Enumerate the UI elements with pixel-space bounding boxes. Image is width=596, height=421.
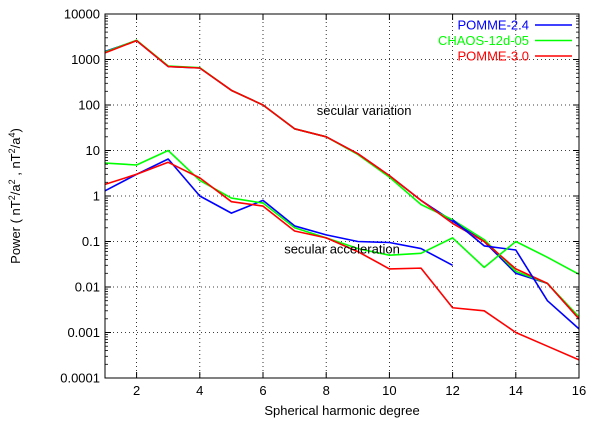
legend-label: POMME-3.0 (457, 49, 529, 64)
y-tick-label: 10000 (64, 7, 100, 22)
y-tick-label: 0.001 (67, 325, 100, 340)
x-tick-label: 4 (196, 383, 203, 398)
y-label-sup: 2 (7, 195, 17, 200)
series-line-pomme-2-4 (104, 39, 580, 320)
series-line-pomme-3-0 (104, 39, 580, 320)
y-label-part: /a (8, 137, 23, 149)
y-label-sup: 2 (7, 148, 17, 153)
series-line-chaos-12d-05 (104, 149, 580, 276)
y-label-part: , nT (8, 153, 23, 179)
y-tick-label: 0.01 (75, 280, 100, 295)
y-tick-label: 0.0001 (60, 371, 100, 386)
annotations: secular variation secular acceleration (284, 103, 411, 256)
grid (105, 14, 579, 378)
x-axis-label: Spherical harmonic degree (264, 403, 419, 418)
y-label-part: /a (8, 184, 23, 196)
x-tick-label: 2 (133, 383, 140, 398)
y-tick-label: 1000 (71, 52, 100, 67)
y-axis-label: Power ( nT2/a2 , nT2/a4) (7, 128, 23, 264)
y-label-sup: 2 (7, 179, 17, 184)
ticks: 2 4 6 8 10 12 14 16 0.0001 0.001 0.01 0.1 1 10 100 1000… (60, 7, 586, 399)
y-label-part: ) (8, 128, 23, 132)
annotation: secular variation (317, 103, 412, 118)
y-tick-label: 0.1 (82, 234, 100, 249)
series-line-pomme-3-0 (104, 161, 580, 361)
annotation: secular acceleration (284, 241, 400, 256)
series-line-pomme-2-4 (104, 158, 453, 266)
series-line-pomme-2-4 (452, 219, 580, 330)
x-tick-label: 16 (572, 383, 586, 398)
x-tick-label: 8 (323, 383, 330, 398)
y-tick-label: 100 (78, 98, 100, 113)
y-tick-label: 1 (93, 189, 100, 204)
y-label-sup: 4 (7, 133, 17, 138)
y-tick-label: 10 (86, 143, 100, 158)
series-line-chaos-12d-05 (104, 39, 580, 318)
legend-label: POMME-2.4 (457, 18, 529, 33)
x-tick-label: 12 (445, 383, 459, 398)
series-lines (104, 39, 580, 361)
legend-label: CHAOS-12d-05 (438, 33, 529, 48)
x-tick-label: 6 (259, 383, 266, 398)
x-tick-label: 14 (509, 383, 523, 398)
y-label-part: Power ( nT (8, 200, 23, 264)
x-tick-label: 10 (382, 383, 396, 398)
